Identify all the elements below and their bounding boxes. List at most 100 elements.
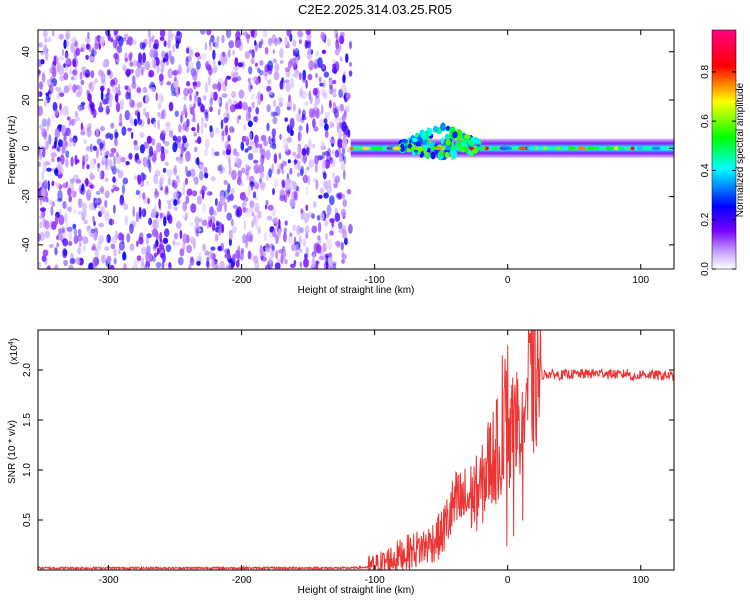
noise-speck: [196, 55, 202, 60]
noise-speck: [247, 146, 252, 151]
noise-speck: [189, 168, 196, 178]
noise-speck: [215, 210, 218, 217]
noise-speck: [38, 261, 42, 268]
noise-speck: [90, 49, 97, 57]
noise-speck: [189, 106, 195, 115]
noise-speck: [345, 92, 351, 100]
noise-speck: [232, 253, 236, 262]
multipath-blob: [438, 149, 444, 157]
noise-speck: [283, 227, 287, 234]
noise-speck: [323, 71, 330, 78]
noise-speck: [322, 63, 326, 71]
noise-speck: [214, 233, 219, 242]
noise-speck: [186, 81, 191, 87]
noise-speck: [212, 59, 216, 66]
colorbar-gradient: [712, 30, 736, 269]
noise-speck: [323, 180, 329, 190]
noise-speck: [133, 144, 140, 151]
noise-speck: [121, 184, 125, 195]
noise-speck: [340, 36, 344, 45]
noise-speck: [228, 164, 232, 175]
noise-speck: [338, 221, 343, 229]
noise-speck: [271, 137, 275, 143]
noise-speck: [147, 117, 151, 125]
noise-speck: [138, 213, 142, 219]
spectrogram-x-label: Height of straight line (km): [298, 285, 415, 296]
noise-speck: [158, 73, 164, 82]
noise-speck: [244, 135, 249, 141]
carrier-peak: [568, 146, 576, 151]
noise-speck: [208, 251, 214, 260]
noise-speck: [104, 246, 110, 251]
noise-speck: [303, 258, 309, 268]
noise-speck: [278, 228, 281, 239]
noise-speck: [94, 248, 99, 260]
noise-speck: [114, 95, 118, 101]
noise-speck: [67, 230, 73, 241]
noise-speck: [299, 168, 304, 177]
noise-speck: [204, 111, 209, 119]
noise-speck: [117, 90, 122, 96]
noise-speck: [142, 173, 147, 181]
noise-speck: [296, 172, 300, 177]
carrier-peak: [377, 146, 383, 151]
noise-speck: [41, 170, 45, 181]
noise-speck: [259, 144, 263, 154]
noise-speck: [51, 221, 57, 230]
noise-speck: [160, 95, 164, 103]
noise-speck: [337, 122, 340, 128]
carrier-peak: [441, 146, 447, 151]
noise-speck: [45, 197, 49, 203]
colorbar-tick-label: 0.6: [700, 114, 711, 128]
noise-speck: [292, 151, 297, 156]
noise-speck: [82, 244, 87, 252]
noise-speck: [148, 217, 153, 226]
noise-speck: [44, 99, 48, 107]
noise-speck: [179, 229, 183, 239]
noise-speck: [55, 109, 59, 117]
noise-speck: [94, 198, 99, 204]
noise-speck: [86, 126, 92, 138]
noise-speck: [82, 155, 86, 166]
noise-speck: [334, 240, 341, 247]
noise-speck: [111, 235, 118, 244]
noise-speck: [254, 205, 259, 213]
noise-speck: [260, 93, 264, 102]
noise-speck: [46, 265, 51, 269]
noise-speck: [90, 228, 96, 234]
carrier-peak: [382, 146, 389, 151]
noise-speck: [62, 182, 68, 189]
noise-speck: [70, 42, 75, 53]
noise-speck: [272, 116, 278, 125]
noise-speck: [298, 235, 302, 246]
noise-speck: [282, 180, 285, 188]
noise-speck: [302, 69, 307, 81]
noise-speck: [52, 101, 58, 112]
noise-speck: [116, 151, 119, 158]
noise-speck: [56, 147, 60, 152]
noise-speck: [139, 65, 143, 73]
noise-speck: [181, 135, 187, 141]
noise-speck: [266, 85, 272, 92]
noise-speck: [63, 72, 69, 81]
noise-speck: [136, 87, 142, 94]
noise-speck: [260, 181, 264, 187]
colorbar-frame: [711, 29, 737, 270]
noise-speck: [75, 47, 81, 56]
noise-speck: [152, 43, 159, 50]
noise-speck: [164, 149, 169, 155]
noise-speck: [244, 50, 250, 60]
colorbar-tick-label: 0.8: [700, 64, 711, 78]
noise-speck: [48, 84, 54, 95]
noise-speck: [77, 210, 83, 215]
noise-speck: [77, 228, 82, 237]
noise-speck: [165, 262, 168, 267]
noise-speck: [312, 201, 317, 208]
noise-speck: [264, 46, 269, 55]
noise-speck: [305, 247, 309, 254]
noise-speck: [339, 56, 343, 62]
noise-speck: [113, 186, 120, 192]
noise-speck: [333, 182, 338, 189]
noise-speck: [250, 85, 253, 90]
carrier-peak: [562, 146, 569, 151]
